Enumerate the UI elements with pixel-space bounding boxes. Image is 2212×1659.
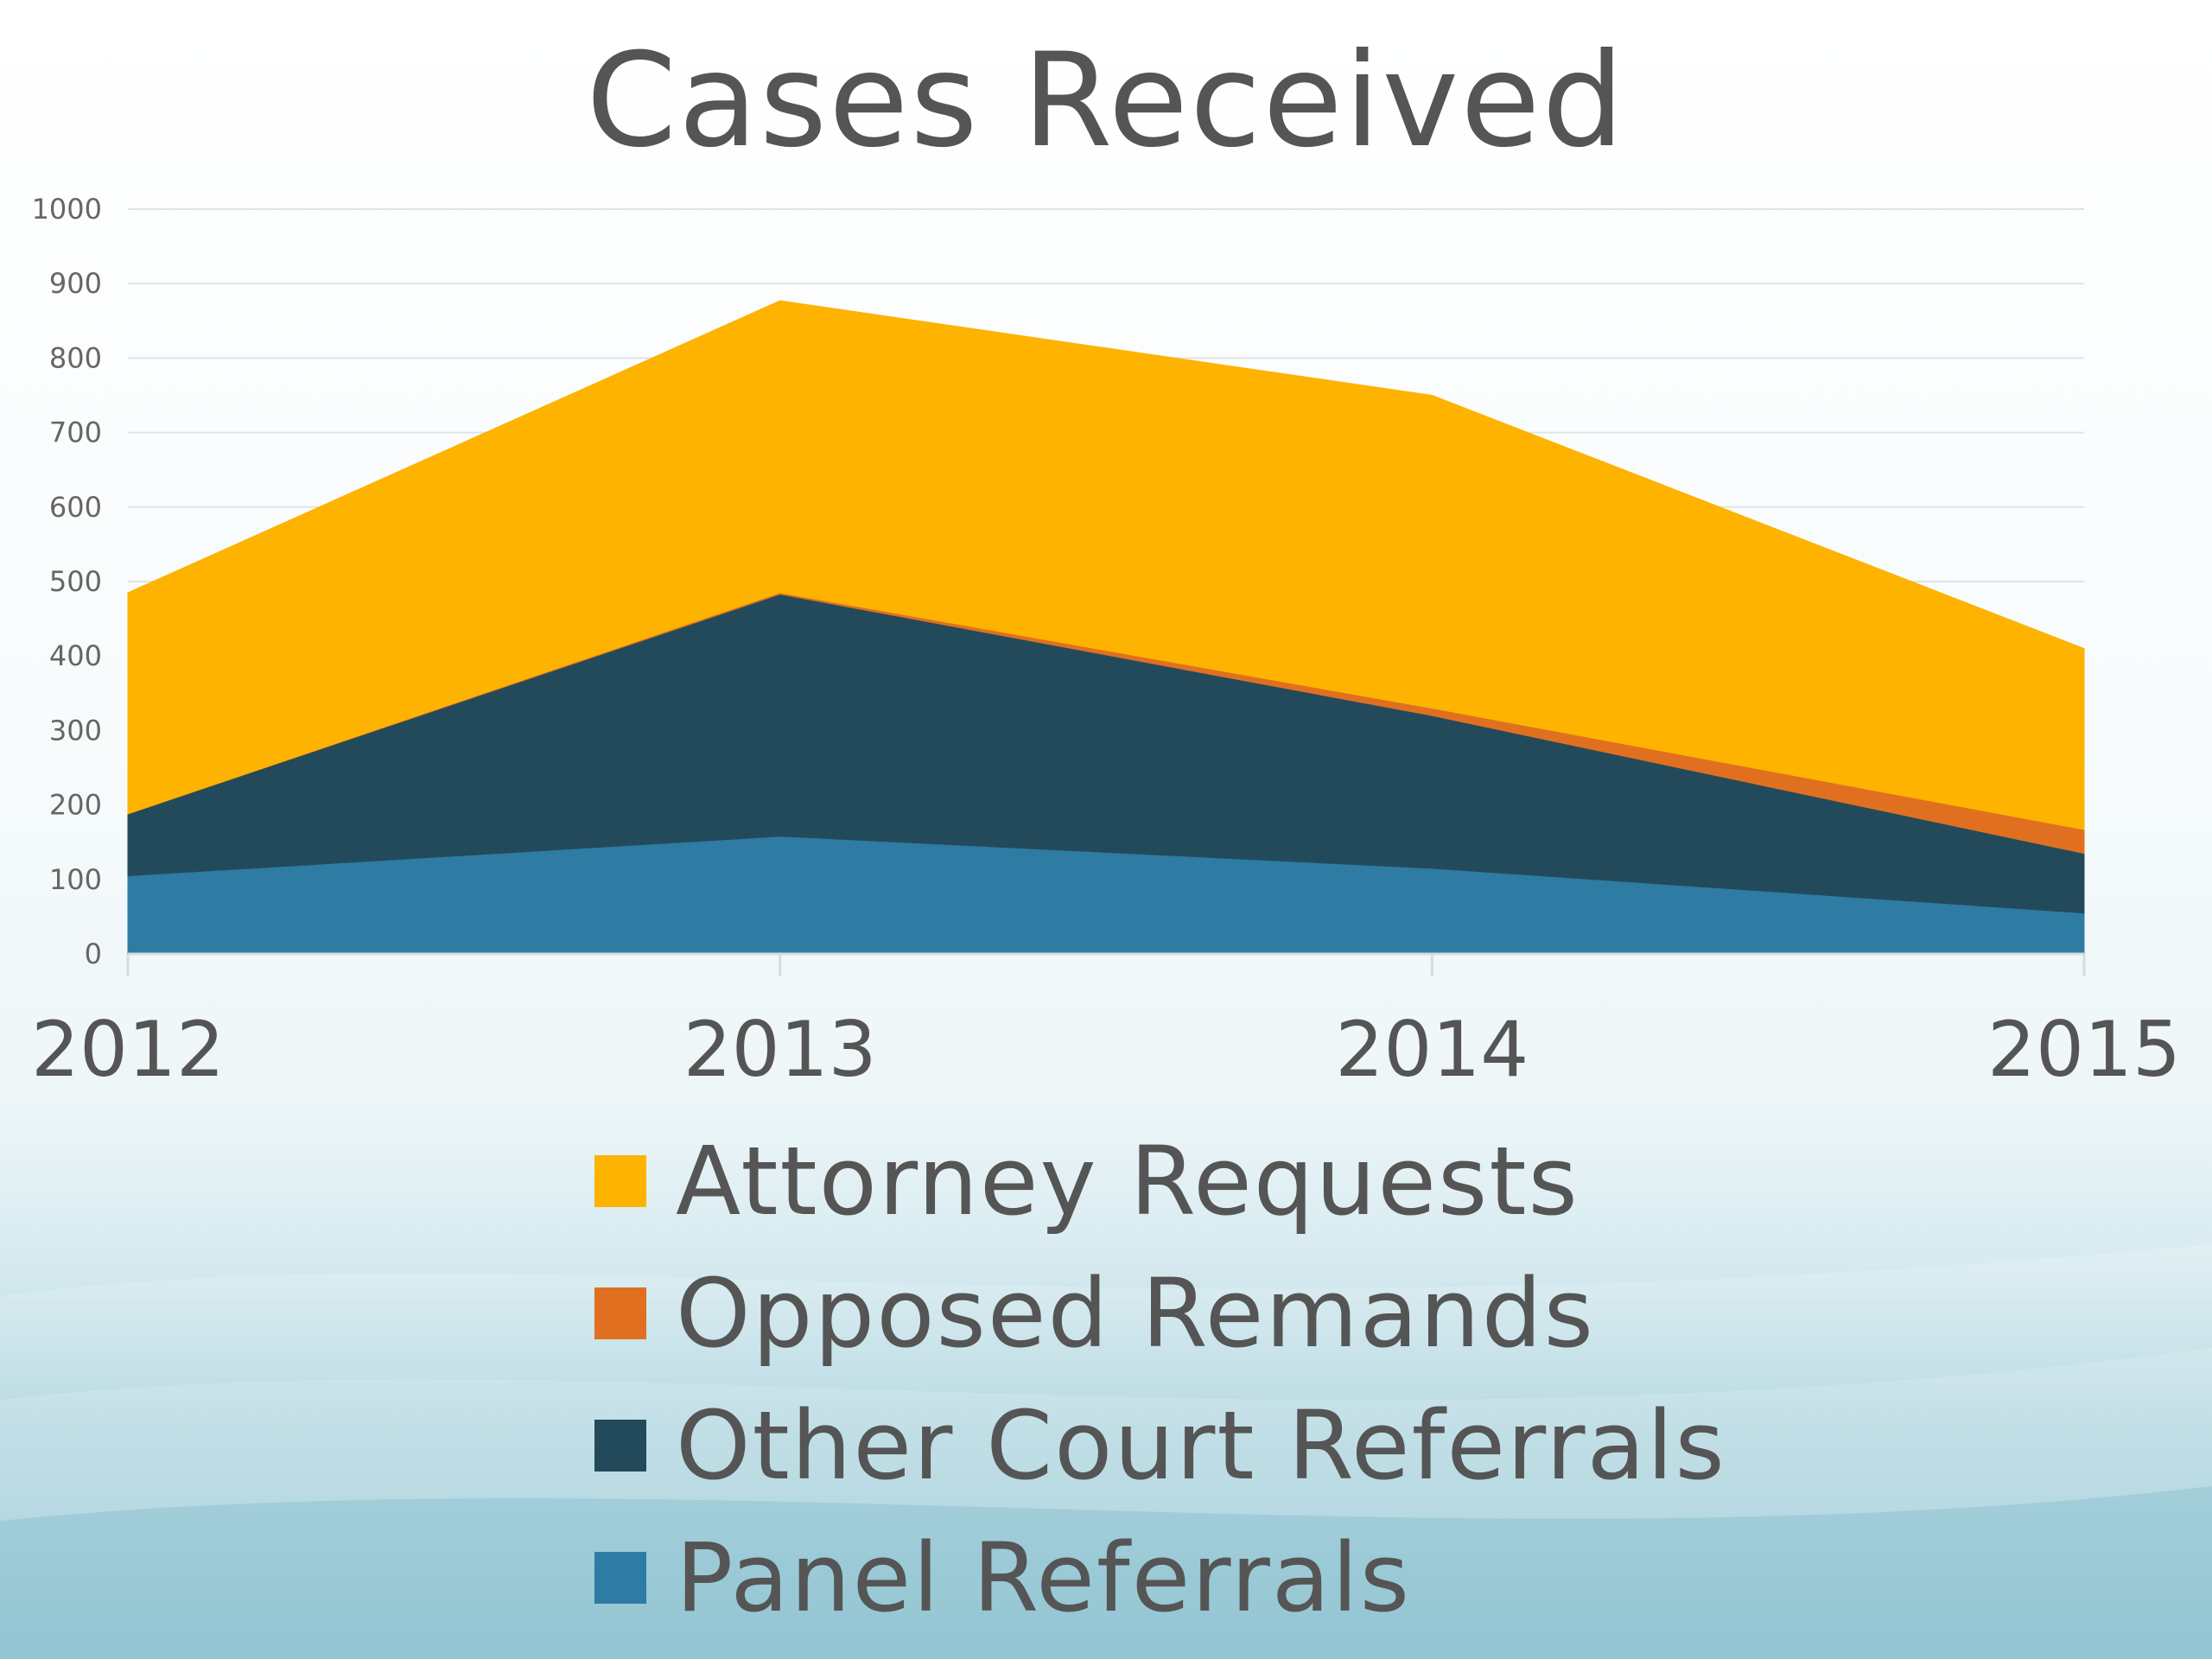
legend-label: Other Court Referrals xyxy=(676,1389,1726,1501)
y-tick-label: 0 xyxy=(85,938,102,970)
y-tick-label: 1000 xyxy=(32,193,102,226)
legend-label: Panel Referrals xyxy=(676,1522,1412,1633)
y-tick-label: 800 xyxy=(49,341,102,374)
legend-label: Opposed Remands xyxy=(676,1257,1595,1369)
area-attorney-requests xyxy=(127,300,2085,830)
legend-item: Other Court Referrals xyxy=(594,1379,1726,1511)
x-tick-label: 2013 xyxy=(683,1005,877,1094)
legend-item: Panel Referrals xyxy=(594,1511,1726,1643)
legend-item: Attorney Requests xyxy=(594,1115,1726,1247)
y-tick-label: 100 xyxy=(49,863,102,896)
x-tick-label: 2015 xyxy=(1987,1005,2181,1094)
x-tick-label: 2012 xyxy=(31,1005,225,1094)
legend-item: Opposed Remands xyxy=(594,1247,1726,1379)
y-tick-label: 600 xyxy=(49,491,102,524)
y-tick-label: 300 xyxy=(49,714,102,747)
legend-swatch xyxy=(594,1154,646,1207)
chart-legend: Attorney Requests Opposed Remands Other Co… xyxy=(594,1115,1726,1643)
legend-swatch xyxy=(594,1419,646,1471)
y-tick-label: 900 xyxy=(49,267,102,300)
legend-label: Attorney Requests xyxy=(676,1125,1580,1236)
chart-title: Cases Received xyxy=(586,26,1626,176)
y-tick-label: 500 xyxy=(49,565,102,598)
legend-swatch xyxy=(594,1287,646,1339)
y-tick-label: 400 xyxy=(49,639,102,672)
x-tick-label: 2014 xyxy=(1335,1005,1529,1094)
y-tick-label: 200 xyxy=(49,789,102,822)
y-tick-label: 700 xyxy=(49,416,102,449)
legend-swatch xyxy=(594,1551,646,1604)
